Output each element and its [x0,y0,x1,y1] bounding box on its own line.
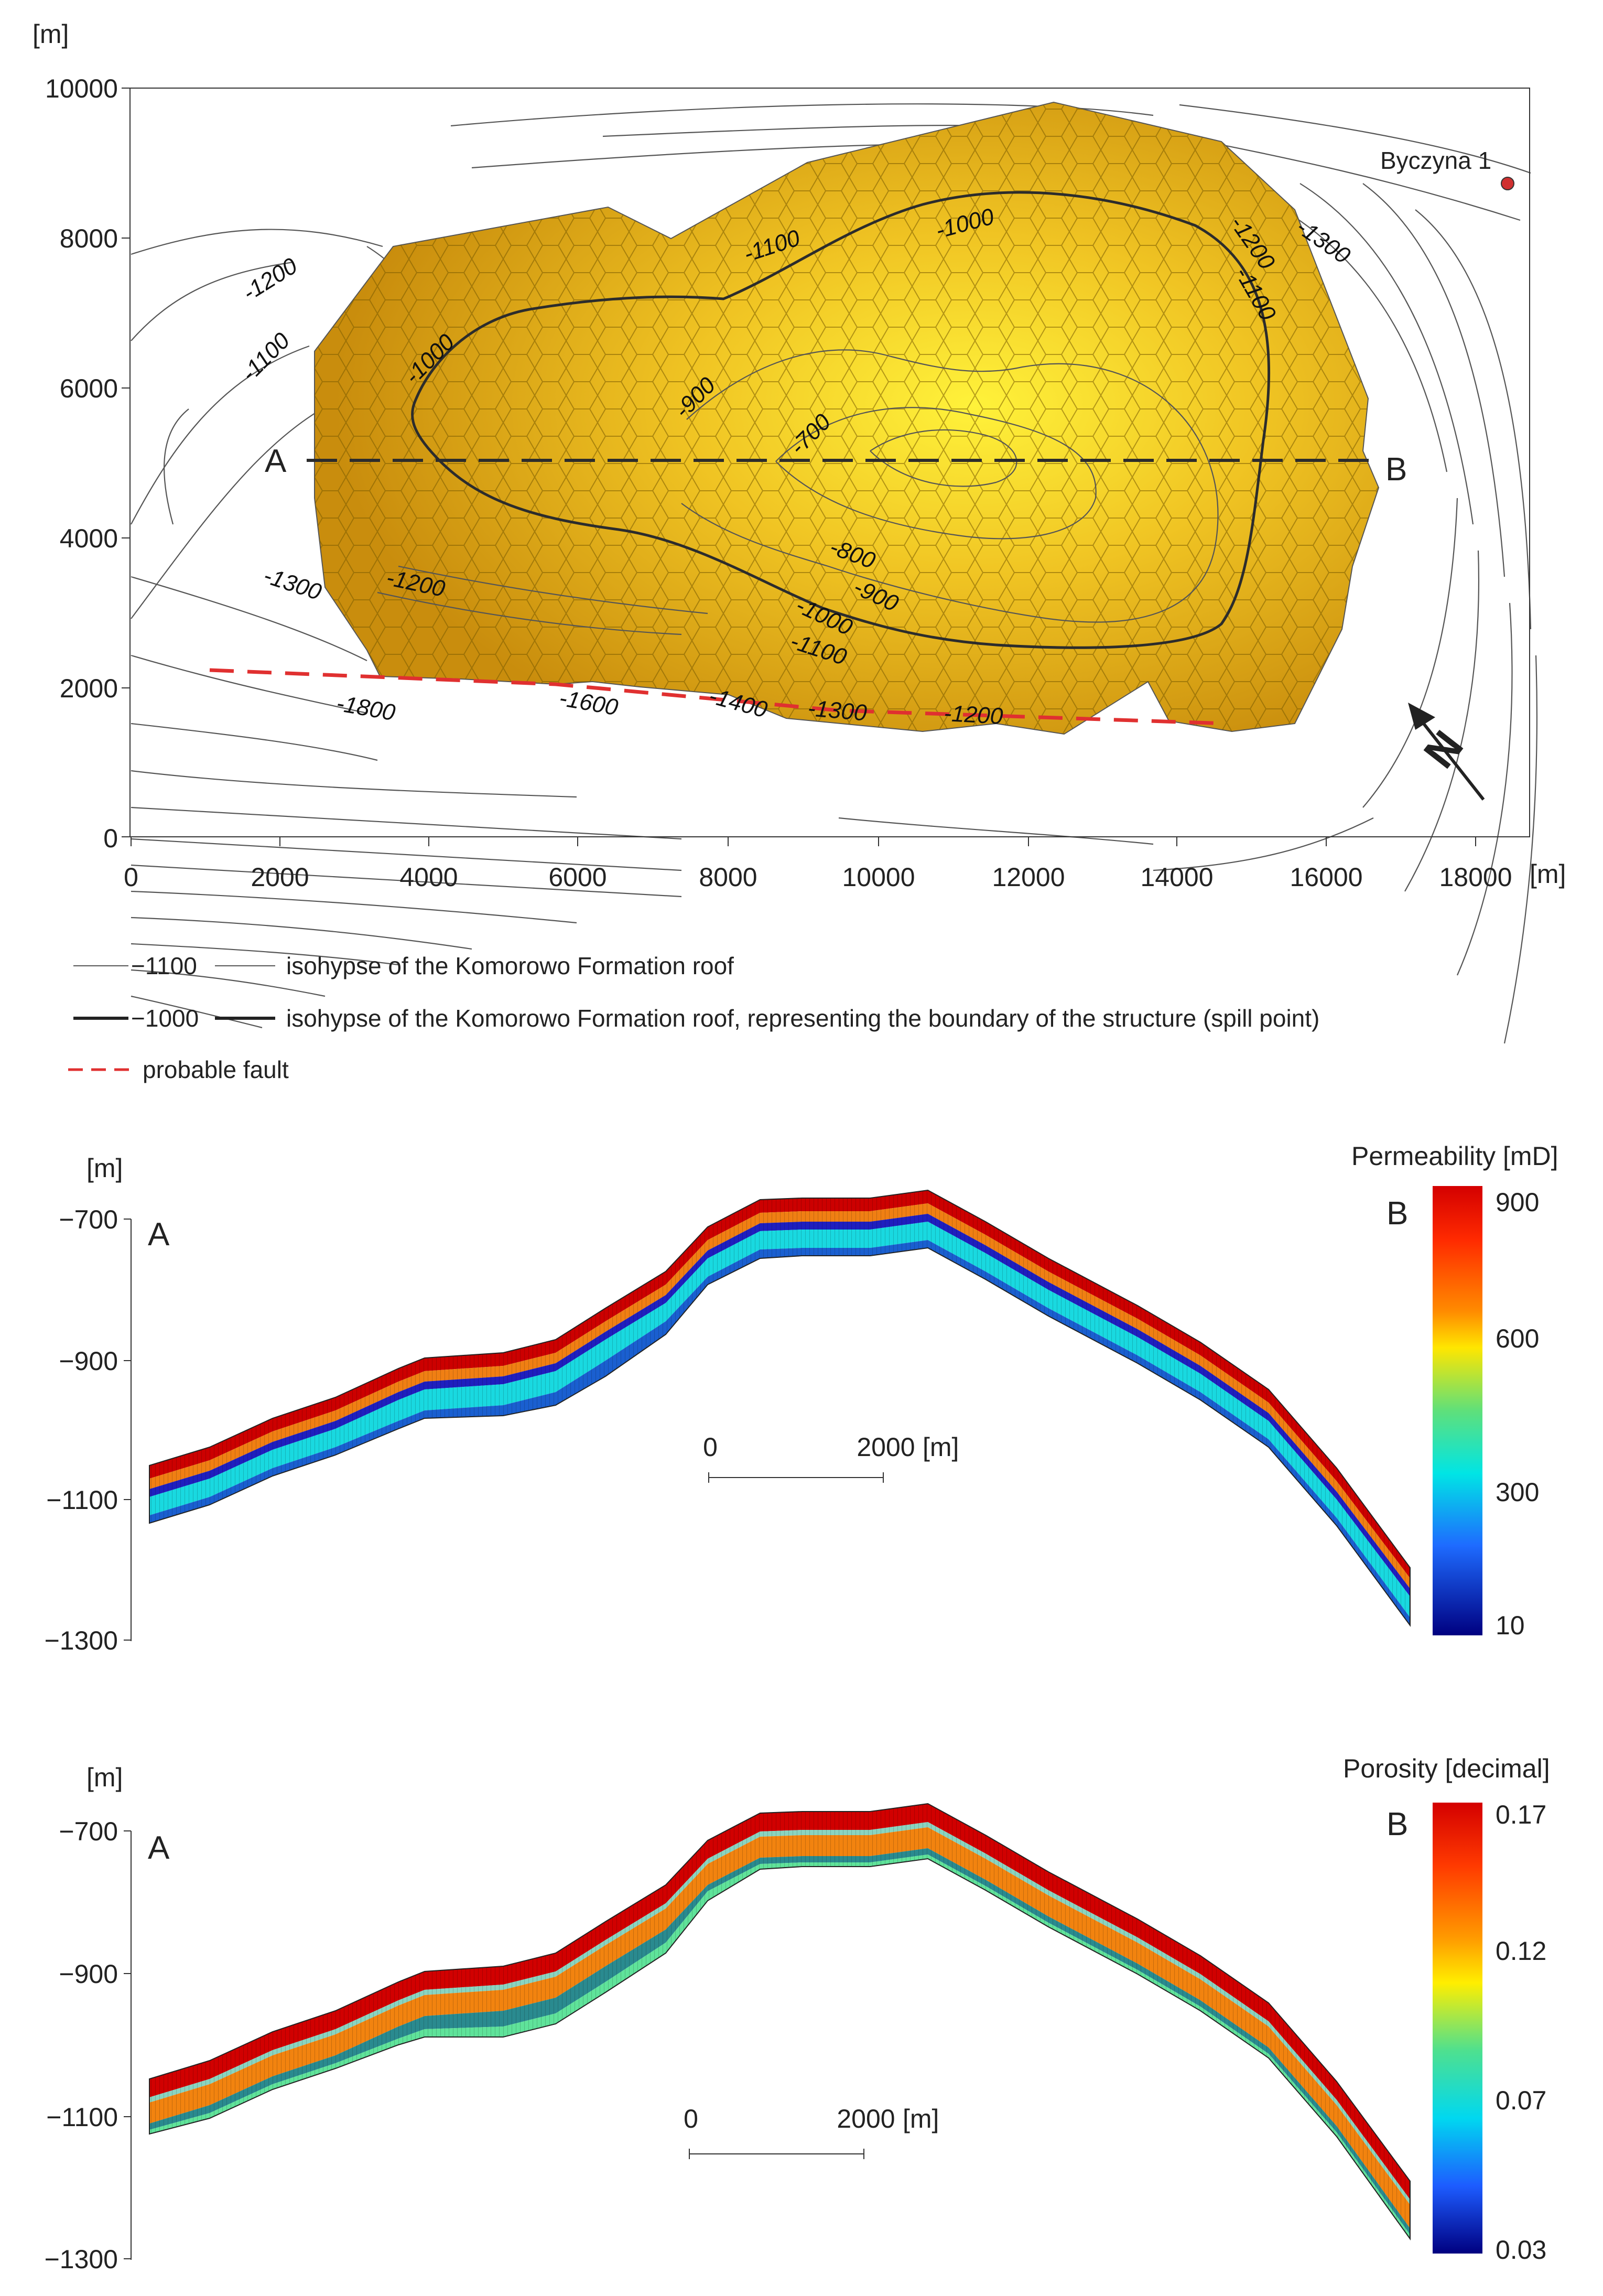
y-tick: 6000 [60,374,118,403]
poro-colorbar-title: Porosity [decimal] [1343,1754,1550,1783]
perm-colorbar-tick: 600 [1496,1324,1539,1353]
perm-y-tick: −700 [59,1205,118,1234]
y-tick: 2000 [60,674,118,703]
legend-thin-sample: −1100 [131,952,197,979]
perm-colorbar-title: Permeability [mD] [1351,1141,1558,1171]
well-label: Byczyna 1 [1380,147,1491,174]
perm-y-unit: [m] [86,1154,123,1183]
legend-fault-text: probable fault [143,1056,289,1083]
contour-label: -1100 [236,328,295,386]
x-tick: 12000 [992,863,1065,892]
perm-y-tick: −1300 [45,1626,118,1655]
poro-colorbar: Porosity [decimal] 0.17 0.12 0.07 0.03 [1343,1754,1550,2265]
poro-scale-bar: 0 2000 [m] [684,2104,939,2159]
contour-label: -1200 [943,700,1003,729]
poro-colorbar-tick: 0.17 [1496,1800,1546,1829]
poro-colorbar-tick: 0.03 [1496,2235,1546,2265]
poro-y-unit: [m] [86,1763,123,1792]
poro-scale-unit: [m] [903,2104,939,2133]
perm-y-tick: −1100 [46,1485,118,1515]
y-tick: 10000 [45,74,118,103]
perm-section-a: A [148,1216,170,1253]
isohypse-lines [131,103,1538,1044]
north-arrow: N [1408,703,1485,801]
poro-y-tick: −1300 [45,2245,118,2274]
map-section-a: A [265,443,287,479]
y-tick: 0 [103,824,118,853]
perm-scale-value: 2000 [857,1432,915,1462]
contour-label: -1600 [557,685,620,721]
poro-y-tick: −900 [59,1959,118,1989]
poro-section-b: B [1387,1806,1408,1842]
x-tick: 18000 [1439,863,1512,892]
x-tick: 4000 [399,863,458,892]
map-y-unit: [m] [33,19,69,49]
contour-label: -1300 [261,563,325,606]
x-tick: 10000 [842,863,915,892]
poro-scale-zero: 0 [684,2104,698,2133]
x-tick: 6000 [548,863,606,892]
contour-label: -1800 [334,691,397,726]
legend-thick-text: isohypse of the Komorowo Formation roof,… [286,1005,1319,1032]
x-tick: 2000 [251,863,309,892]
x-tick: 0 [124,863,138,892]
x-tick: 8000 [699,863,757,892]
map-plot-area [129,88,1530,837]
map-x-unit: [m] [1530,859,1566,889]
legend-thick-sample: −1000 [131,1005,199,1032]
poro-layers [149,1803,1411,2241]
y-tick: 4000 [60,524,118,553]
map-x-axis: 0 2000 4000 6000 8000 10000 12000 14000 … [124,837,1566,892]
perm-colorbar: Permeability [mD] 900 600 300 10 [1351,1141,1558,1640]
poro-scale-value: 2000 [837,2104,895,2133]
poro-section-a: A [148,1830,170,1866]
perm-layers [149,1189,1411,1627]
probable-fault [209,668,1227,726]
well-marker [1501,177,1514,190]
porosity-section: [m] −700 −900 −1100 −1300 A B 0 2000 [m] [45,1754,1550,2274]
map-section-b: B [1385,451,1407,488]
poro-y-tick: −1100 [46,2103,118,2132]
structure-map: [m] [33,19,1566,1044]
perm-scale-bar: 0 2000 [m] [703,1432,959,1483]
y-tick: 8000 [60,224,118,253]
perm-colorbar-tick: 300 [1496,1478,1539,1507]
poro-colorbar-tick: 0.12 [1496,1936,1546,1966]
x-tick: 14000 [1140,863,1213,892]
permeability-section: [m] −700 −900 −1100 −1300 A B 0 2000 [m] [45,1141,1558,1655]
spill-point-boundary [411,191,1271,649]
map-legend: −1100 isohypse of the Komorowo Formation… [68,952,1319,1083]
poro-colorbar-tick: 0.07 [1496,2086,1546,2115]
perm-scale-unit: [m] [923,1432,959,1462]
poro-y-tick: −700 [59,1817,118,1846]
perm-section-b: B [1387,1195,1408,1232]
contour-label: -1200 [238,253,302,306]
x-tick: 16000 [1290,863,1362,892]
perm-y-tick: −900 [59,1346,118,1376]
contour-label: -1300 [807,695,868,726]
perm-scale-zero: 0 [703,1432,718,1462]
perm-colorbar-tick: 900 [1496,1188,1539,1217]
legend-thin-text: isohypse of the Komorowo Formation roof [286,952,734,979]
perm-colorbar-tick: 10 [1496,1611,1525,1640]
map-y-axis: 10000 8000 6000 4000 2000 0 [45,74,130,853]
